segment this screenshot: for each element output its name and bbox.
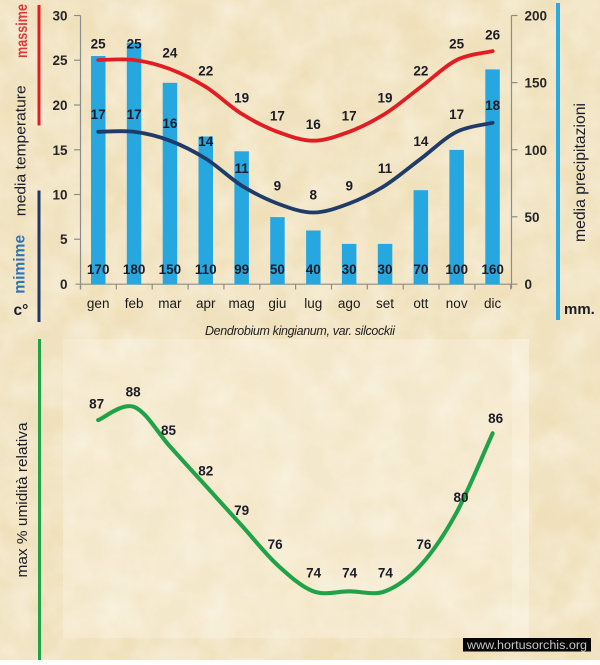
svg-text:feb: feb	[125, 296, 144, 311]
svg-text:mag: mag	[228, 296, 254, 311]
svg-text:26: 26	[485, 28, 501, 43]
svg-text:14: 14	[198, 134, 214, 149]
svg-text:30: 30	[52, 9, 67, 24]
svg-text:17: 17	[270, 108, 285, 123]
svg-text:giu: giu	[268, 296, 286, 311]
svg-text:76: 76	[416, 537, 432, 552]
svg-text:25: 25	[449, 37, 465, 52]
svg-text:19: 19	[234, 90, 249, 105]
svg-text:media temperature: media temperature	[13, 85, 30, 216]
svg-text:76: 76	[268, 537, 284, 552]
svg-text:11: 11	[234, 161, 249, 176]
svg-text:www.hortusorchis.org: www.hortusorchis.org	[466, 640, 587, 652]
svg-text:74: 74	[378, 565, 394, 580]
svg-text:ott: ott	[413, 296, 428, 311]
svg-text:22: 22	[198, 63, 213, 78]
svg-text:30: 30	[342, 262, 357, 277]
svg-text:lug: lug	[304, 296, 322, 311]
svg-text:ago: ago	[338, 296, 361, 311]
svg-text:22: 22	[413, 63, 428, 78]
svg-text:mar: mar	[158, 296, 182, 311]
svg-text:150: 150	[525, 76, 548, 91]
svg-text:74: 74	[306, 565, 322, 580]
svg-text:Dendrobium kingianum, var. sil: Dendrobium kingianum, var. silcockii	[205, 324, 396, 338]
svg-text:100: 100	[525, 143, 548, 158]
svg-text:160: 160	[481, 262, 504, 277]
svg-text:50: 50	[270, 262, 285, 277]
svg-text:10: 10	[52, 188, 67, 203]
svg-text:200: 200	[525, 9, 548, 24]
svg-text:24: 24	[162, 46, 178, 61]
svg-text:20: 20	[52, 98, 67, 113]
svg-text:8: 8	[310, 188, 318, 203]
svg-text:gen: gen	[87, 296, 110, 311]
svg-text:40: 40	[306, 262, 321, 277]
svg-text:massime: massime	[14, 4, 31, 58]
svg-text:86: 86	[488, 411, 504, 426]
svg-text:mm.: mm.	[564, 301, 595, 318]
svg-text:110: 110	[195, 262, 217, 277]
svg-text:11: 11	[378, 161, 393, 176]
svg-text:30: 30	[377, 262, 392, 277]
svg-text:170: 170	[87, 262, 110, 277]
svg-text:16: 16	[162, 116, 178, 131]
svg-text:0: 0	[60, 277, 68, 292]
svg-text:max % umidità relativa: max % umidità relativa	[14, 422, 31, 578]
svg-text:5: 5	[60, 232, 68, 247]
svg-text:9: 9	[345, 179, 353, 194]
svg-text:mimime: mimime	[12, 235, 29, 294]
svg-text:apr: apr	[196, 296, 216, 311]
svg-text:99: 99	[234, 262, 249, 277]
svg-text:17: 17	[449, 107, 464, 122]
svg-text:88: 88	[126, 384, 142, 399]
svg-text:0: 0	[525, 277, 533, 292]
svg-text:70: 70	[413, 262, 428, 277]
svg-text:16: 16	[306, 117, 322, 132]
svg-text:17: 17	[91, 107, 106, 122]
svg-text:79: 79	[234, 503, 249, 518]
svg-text:17: 17	[342, 108, 357, 123]
svg-text:150: 150	[159, 262, 182, 277]
svg-text:85: 85	[161, 423, 177, 438]
svg-text:25: 25	[52, 53, 68, 68]
svg-text:dic: dic	[484, 296, 502, 311]
svg-text:9: 9	[274, 179, 282, 194]
svg-text:87: 87	[89, 396, 104, 411]
svg-text:74: 74	[342, 565, 358, 580]
svg-text:nov: nov	[446, 296, 468, 311]
svg-text:15: 15	[52, 143, 68, 158]
svg-text:18: 18	[485, 98, 501, 113]
svg-text:180: 180	[123, 262, 146, 277]
svg-text:82: 82	[198, 464, 213, 479]
svg-text:25: 25	[91, 37, 107, 52]
svg-text:media precipitazioni: media precipitazioni	[572, 103, 589, 242]
svg-text:set: set	[376, 296, 394, 311]
svg-text:25: 25	[127, 37, 143, 52]
svg-text:14: 14	[413, 134, 429, 149]
svg-text:19: 19	[377, 90, 392, 105]
svg-text:c°: c°	[14, 302, 29, 319]
svg-text:100: 100	[445, 262, 468, 277]
svg-text:50: 50	[525, 210, 540, 225]
svg-text:17: 17	[127, 107, 142, 122]
svg-text:80: 80	[453, 490, 468, 505]
